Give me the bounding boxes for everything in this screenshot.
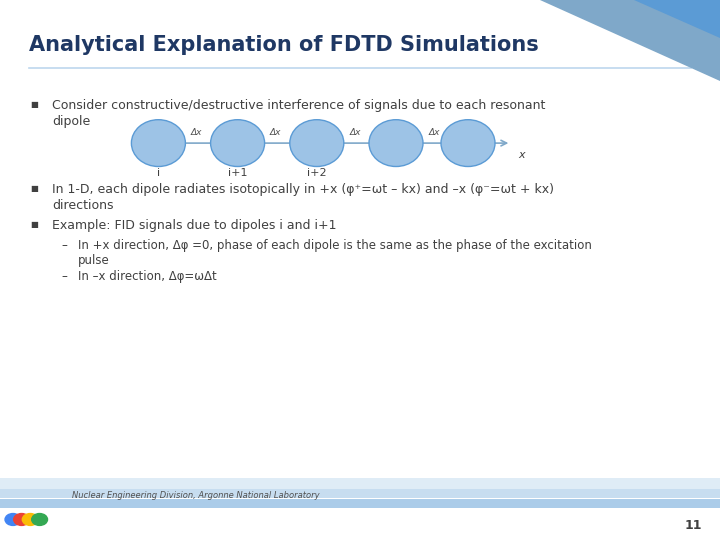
Bar [0,499,720,508]
Ellipse shape [441,120,495,166]
Text: Δx: Δx [191,127,202,137]
Ellipse shape [369,120,423,166]
Polygon shape [634,0,720,38]
Bar [0,508,720,540]
Circle shape [32,514,48,525]
Text: ■: ■ [30,220,38,230]
Text: Nuclear Engineering Division, Argonne National Laboratory: Nuclear Engineering Division, Argonne Na… [72,491,320,500]
Text: ■: ■ [30,100,38,109]
Polygon shape [540,0,720,81]
Text: x: x [518,150,525,160]
Text: Example: FID signals due to dipoles i and i+1: Example: FID signals due to dipoles i an… [52,219,336,232]
Text: –: – [61,270,67,283]
Text: Analytical Explanation of FDTD Simulations: Analytical Explanation of FDTD Simulatio… [29,35,539,55]
Bar [0,489,720,498]
Text: In –x direction, Δφ=ωΔt: In –x direction, Δφ=ωΔt [78,270,217,283]
Text: Δx: Δx [349,127,361,137]
Circle shape [22,514,38,525]
Circle shape [14,514,30,525]
Ellipse shape [289,120,344,166]
Text: Consider constructive/destructive interference of signals due to each resonant: Consider constructive/destructive interf… [52,99,545,112]
Text: Δx: Δx [270,127,282,137]
Circle shape [5,514,21,525]
Bar [0,478,720,489]
Text: directions: directions [52,199,113,212]
Ellipse shape [211,120,265,166]
Text: –: – [61,239,67,252]
Text: 11: 11 [685,519,702,532]
Text: In +x direction, Δφ =0, phase of each dipole is the same as the phase of the exc: In +x direction, Δφ =0, phase of each di… [78,239,592,252]
Text: pulse: pulse [78,254,109,267]
Ellipse shape [132,120,186,166]
Text: i+1: i+1 [228,168,248,178]
Text: In 1-D, each dipole radiates isotopically in +x (φ⁺=ωt – kx) and –x (φ⁻=ωt + kx): In 1-D, each dipole radiates isotopicall… [52,183,554,195]
Text: i+2: i+2 [307,168,327,178]
Text: i: i [157,168,160,178]
Text: dipole: dipole [52,115,90,128]
Text: ■: ■ [30,184,38,193]
Text: Δx: Δx [428,127,440,137]
